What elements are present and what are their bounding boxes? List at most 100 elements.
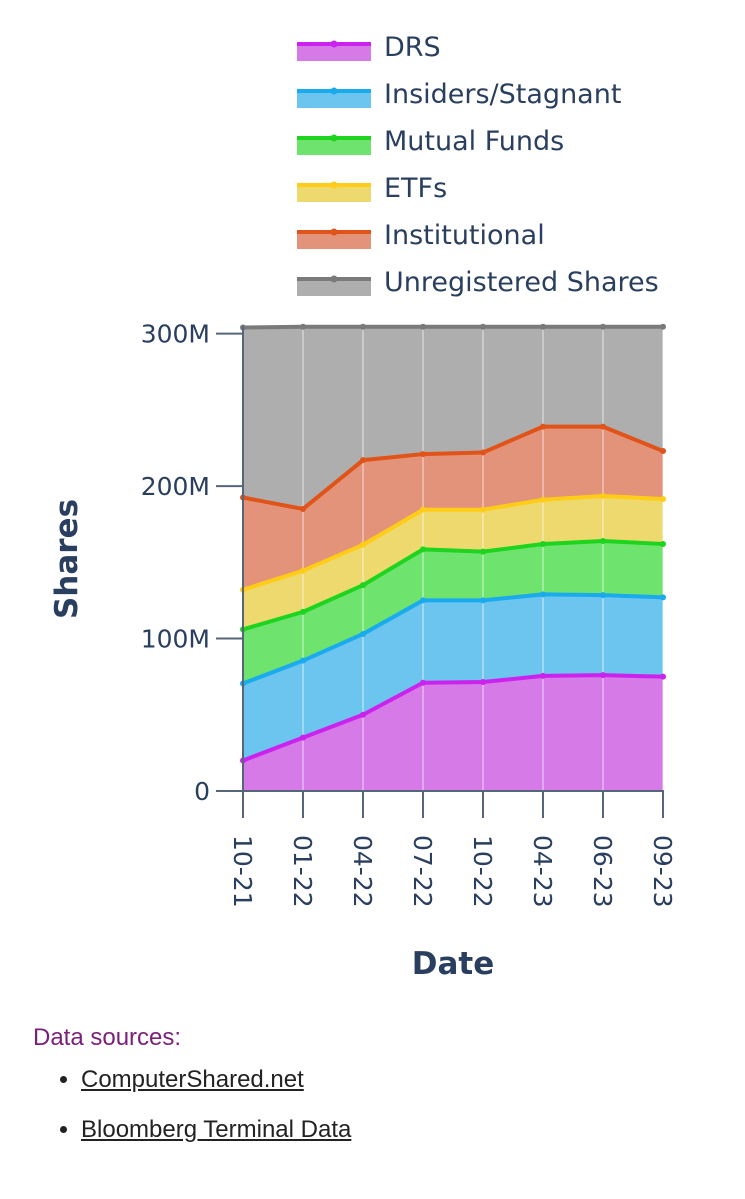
line-institutional — [242, 424, 664, 511]
legend-marker — [330, 87, 338, 95]
point-drs — [420, 679, 426, 686]
point-insiders-stagnant — [360, 630, 366, 637]
area-unregistered-shares — [243, 326, 663, 509]
line-mutual-funds — [242, 538, 664, 632]
y-tick-label: 100M — [141, 625, 210, 654]
y-tick-label: 300M — [141, 320, 210, 349]
x-tick-label: 01-22 — [288, 835, 317, 908]
legend-swatch — [297, 137, 371, 155]
legend-label: Insiders/Stagnant — [384, 79, 621, 110]
point-drs — [540, 672, 546, 679]
axes: 0 100M 200M 300M 10-21 01-22 04-22 07-22 10-22 04… — [141, 320, 677, 908]
x-tick-label: 04-23 — [528, 835, 557, 908]
data-sources-list: ComputerShared.net Bloomberg Terminal Da… — [33, 1066, 351, 1144]
legend-marker — [330, 134, 338, 142]
point-mutual-funds — [540, 541, 546, 548]
point-etfs — [660, 496, 666, 503]
area-mutual-funds — [243, 540, 663, 684]
point-drs — [660, 673, 666, 680]
legend-label: ETFs — [384, 173, 447, 204]
point-mutual-funds — [480, 548, 486, 555]
point-institutional — [300, 505, 306, 512]
legend-swatch — [297, 90, 371, 108]
point-etfs — [480, 506, 486, 513]
point-unregistered-shares — [540, 323, 546, 330]
point-institutional — [540, 423, 546, 430]
area-etfs — [243, 495, 663, 630]
point-mutual-funds — [300, 608, 306, 615]
legend-marker — [330, 181, 338, 189]
legend: DRS Insiders/Stagnant Mutual Funds ETFs Inst… — [297, 32, 659, 298]
legend-swatch — [297, 278, 371, 296]
legend-label: Unregistered Shares — [384, 267, 659, 298]
legend-label: Institutional — [384, 220, 545, 251]
legend-item-institutional[interactable]: Institutional — [297, 220, 545, 251]
point-mutual-funds — [660, 541, 666, 548]
legend-swatch — [297, 43, 371, 61]
legend-label: DRS — [384, 32, 441, 63]
point-insiders-stagnant — [480, 597, 486, 604]
point-drs — [300, 734, 306, 741]
point-institutional — [600, 423, 606, 430]
point-unregistered-shares — [600, 323, 606, 330]
legend-item-etfs[interactable]: ETFs — [297, 173, 447, 204]
legend-item-mutual-funds[interactable]: Mutual Funds — [297, 126, 564, 157]
x-axis-title: Date — [412, 946, 495, 982]
source-item: Bloomberg Terminal Data — [81, 1116, 351, 1144]
point-etfs — [540, 496, 546, 503]
source-link-bloomberg[interactable]: Bloomberg Terminal Data — [81, 1116, 352, 1143]
point-institutional — [360, 457, 366, 464]
data-sources-title: Data sources: — [33, 1024, 182, 1051]
x-tick-label: 04-22 — [348, 835, 377, 908]
point-unregistered-shares — [480, 323, 486, 330]
legend-marker — [330, 228, 338, 236]
point-drs — [600, 672, 606, 679]
point-institutional — [480, 449, 486, 456]
point-etfs — [420, 506, 426, 513]
point-insiders-stagnant — [600, 592, 606, 599]
point-institutional — [660, 448, 666, 455]
source-item: ComputerShared.net — [81, 1066, 351, 1094]
legend-label: Mutual Funds — [384, 126, 564, 157]
point-unregistered-shares — [660, 323, 666, 330]
data-sources: Data sources: ComputerShared.net Bloombe… — [33, 1024, 351, 1166]
line-insiders-stagnant — [242, 592, 664, 686]
point-etfs — [600, 492, 606, 499]
line-unregistered-shares — [242, 324, 663, 330]
series-lines — [240, 323, 666, 764]
point-etfs — [300, 567, 306, 574]
legend-item-insiders-stagnant[interactable]: Insiders/Stagnant — [297, 79, 621, 110]
line-drs — [242, 673, 664, 763]
area-drs — [243, 675, 663, 791]
legend-swatch — [297, 184, 371, 202]
point-etfs — [360, 541, 366, 548]
x-tick-label: 10-21 — [228, 835, 257, 908]
line-etfs — [242, 493, 664, 592]
y-tick-label: 200M — [141, 472, 210, 501]
legend-marker — [330, 275, 338, 283]
stacked-area-chart: DRS Insiders/Stagnant Mutual Funds ETFs Inst… — [49, 32, 677, 982]
legend-swatch — [297, 231, 371, 249]
point-insiders-stagnant — [540, 591, 546, 598]
plot-areas — [243, 326, 663, 791]
point-mutual-funds — [360, 582, 366, 589]
x-tick-label: 10-22 — [468, 835, 497, 908]
x-tick-label: 06-23 — [588, 835, 617, 908]
point-unregistered-shares — [360, 323, 366, 330]
legend-marker — [330, 40, 338, 48]
point-mutual-funds — [600, 537, 606, 544]
point-unregistered-shares — [420, 323, 426, 330]
source-link-computershared[interactable]: ComputerShared.net — [81, 1066, 304, 1093]
point-insiders-stagnant — [660, 594, 666, 601]
legend-item-unregistered-shares[interactable]: Unregistered Shares — [297, 267, 659, 298]
point-mutual-funds — [420, 546, 426, 553]
point-drs — [360, 711, 366, 718]
x-tick-label: 09-23 — [648, 835, 677, 908]
y-tick-label: 0 — [194, 777, 210, 806]
y-axis-title: Shares — [49, 499, 85, 619]
point-institutional — [420, 451, 426, 458]
point-drs — [480, 678, 486, 685]
point-insiders-stagnant — [300, 657, 306, 664]
legend-item-drs[interactable]: DRS — [297, 32, 441, 63]
x-tick-label: 07-22 — [408, 835, 437, 908]
